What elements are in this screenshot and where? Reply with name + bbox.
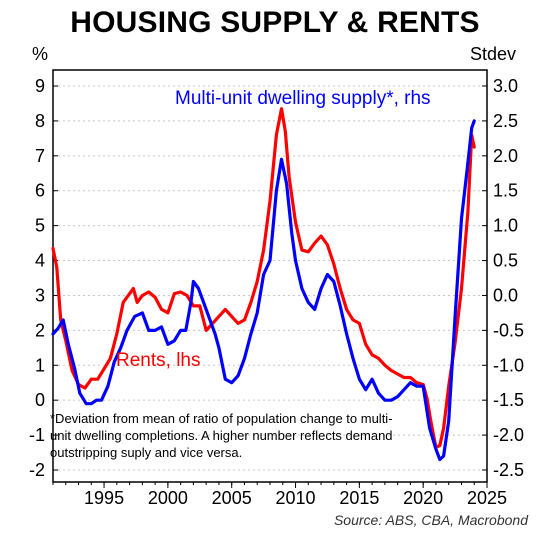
left-tick-label-10: 8 — [35, 111, 45, 131]
left-tick-label-11: 9 — [35, 76, 45, 96]
left-tick-label-7: 5 — [35, 216, 45, 236]
right-tick-label-6: 0.5 — [493, 251, 518, 271]
left-tick-label-2: 0 — [35, 390, 45, 410]
left-tick-label-6: 4 — [35, 251, 45, 271]
chart-footnote: *Deviation from mean of ratio of populat… — [50, 411, 393, 460]
left-axis-unit: % — [32, 44, 49, 64]
right-tick-label-8: 1.5 — [493, 181, 518, 201]
x-tick-label-5: 2020 — [403, 488, 443, 508]
right-tick-label-9: 2.0 — [493, 146, 518, 166]
x-tick-label-1: 2000 — [148, 488, 188, 508]
series-label-0: Multi-unit dwelling supply*, rhs — [175, 88, 431, 109]
right-tick-label-10: 2.5 — [493, 111, 518, 131]
left-tick-label-1: -1 — [29, 425, 45, 445]
left-tick-label-3: 1 — [35, 355, 45, 375]
left-tick-label-0: -2 — [29, 460, 45, 480]
right-axis-unit: Stdev — [470, 44, 517, 64]
x-tick-label-2: 2005 — [212, 488, 252, 508]
left-tick-label-4: 2 — [35, 320, 45, 340]
x-tick-label-4: 2015 — [339, 488, 379, 508]
x-tick-label-6: 2025 — [467, 488, 507, 508]
right-tick-label-4: -0.5 — [493, 320, 524, 340]
series-line-0 — [51, 107, 476, 449]
right-tick-label-7: 1.0 — [493, 216, 518, 236]
chart-source: Source: ABS, CBA, Macrobond — [333, 512, 528, 528]
right-tick-label-2: -1.5 — [493, 390, 524, 410]
right-tick-label-0: -2.5 — [493, 460, 524, 480]
series-line-1 — [51, 119, 476, 462]
right-tick-label-5: 0.0 — [493, 285, 518, 305]
left-tick-label-9: 7 — [35, 146, 45, 166]
right-tick-label-3: -1.0 — [493, 355, 524, 375]
left-tick-label-5: 3 — [35, 285, 45, 305]
x-tick-label-0: 1995 — [84, 488, 124, 508]
series-label-1: Rents, lhs — [116, 350, 200, 371]
right-tick-label-11: 3.0 — [493, 76, 518, 96]
left-tick-label-8: 6 — [35, 181, 45, 201]
x-tick-label-3: 2010 — [276, 488, 316, 508]
chart-title: HOUSING SUPPLY & RENTS — [70, 6, 480, 39]
right-tick-label-1: -2.0 — [493, 425, 524, 445]
